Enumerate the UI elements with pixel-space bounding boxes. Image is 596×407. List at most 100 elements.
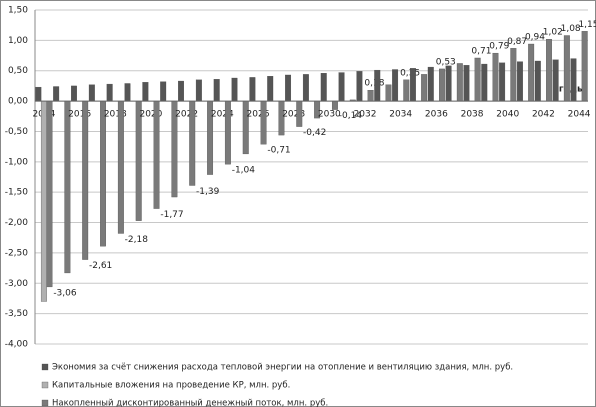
bar (331, 100, 338, 110)
data-label: -1,77 (160, 210, 183, 220)
bar (403, 79, 410, 102)
bar (492, 52, 499, 102)
bar (338, 72, 345, 102)
bar (189, 100, 196, 186)
x-tick-label: 2034 (389, 110, 412, 120)
bar (160, 81, 167, 102)
data-label: 1,15 (578, 20, 596, 30)
bar (267, 76, 274, 102)
data-label: 0,53 (436, 57, 456, 67)
data-label: -3,06 (53, 288, 77, 298)
x-tick-label: 2044 (568, 110, 591, 120)
bar (546, 38, 552, 102)
data-label: -2,18 (125, 235, 149, 245)
y-tick-label: -3,50 (5, 309, 29, 319)
data-label: 0,87 (507, 37, 527, 47)
bar (570, 58, 577, 102)
bar (249, 77, 256, 102)
bar (374, 69, 381, 102)
bar (64, 100, 71, 274)
bar (563, 35, 570, 102)
bar (456, 63, 463, 102)
bar (320, 73, 327, 102)
bar (53, 86, 60, 102)
bar (82, 100, 89, 260)
legend-marker (41, 381, 49, 389)
bar (46, 100, 53, 288)
data-label: 1,02 (543, 28, 563, 38)
x-tick-label: 2038 (461, 110, 484, 120)
x-tick-label: 2016 (68, 110, 91, 120)
bar (510, 48, 517, 102)
x-tick-label: 2028 (282, 110, 305, 120)
bar (367, 90, 374, 102)
legend-marker (41, 363, 49, 371)
x-tick-label: 2024 (211, 110, 234, 120)
data-label: -1,04 (232, 166, 256, 176)
bar (35, 86, 42, 102)
bar (285, 74, 292, 102)
bar (71, 85, 77, 102)
bar (117, 100, 124, 234)
bar (528, 43, 535, 102)
bar (153, 100, 160, 209)
legend-label: Экономия за счёт снижения расхода теплов… (52, 363, 513, 373)
legend-label: Накопленный дисконтированный денежный по… (52, 399, 328, 407)
y-tick-label: -2,50 (5, 248, 29, 258)
bar (474, 57, 481, 102)
y-tick-label: 0,50 (8, 66, 28, 76)
y-tick-label: -3,00 (5, 279, 29, 289)
bar (40, 100, 47, 302)
data-label: -0,71 (267, 146, 290, 156)
bar (356, 71, 363, 102)
bar (231, 77, 238, 102)
data-label: -1,39 (196, 187, 220, 197)
bar (534, 60, 541, 102)
x-tick-label: 2042 (532, 110, 555, 120)
bar (142, 82, 149, 102)
y-tick-label: -0,50 (5, 127, 29, 137)
bar (392, 69, 399, 102)
bar (439, 68, 445, 102)
x-tick-label: 2036 (425, 110, 448, 120)
bar (463, 65, 470, 102)
bar (481, 63, 488, 102)
y-tick-label: 1,00 (8, 36, 28, 46)
y-tick-label: 0,00 (8, 97, 28, 107)
data-label: 0,71 (471, 46, 491, 56)
bar (178, 80, 184, 102)
x-tick-label: 2032 (354, 110, 377, 120)
x-tick-label: 2030 (318, 110, 341, 120)
bar (581, 31, 588, 102)
bar (296, 100, 303, 127)
bar (409, 68, 416, 102)
bar (100, 100, 106, 247)
x-tick-label: 2026 (247, 110, 270, 120)
x-tick-label: 2018 (104, 110, 127, 120)
bar (499, 62, 506, 102)
data-label: -0,14 (339, 111, 363, 121)
bar (224, 100, 231, 165)
bar (88, 84, 95, 102)
bar (421, 74, 428, 102)
y-tick-label: -1,50 (5, 188, 29, 198)
x-tick-label: 2022 (175, 110, 198, 120)
bar (517, 61, 523, 102)
bar (195, 79, 202, 102)
x-tick-label: 2040 (496, 110, 519, 120)
bar (124, 83, 131, 102)
bar (106, 83, 113, 102)
bar (385, 84, 392, 102)
y-tick-label: -1,00 (5, 157, 29, 167)
bar (213, 79, 220, 102)
x-tick-label: 2020 (139, 110, 162, 120)
data-label: 1,08 (561, 24, 581, 34)
data-label: -2,61 (89, 261, 112, 271)
bar (260, 100, 267, 145)
bar (302, 74, 309, 102)
data-label: 0,79 (489, 42, 509, 52)
legend-label: Капитальные вложения на проведение КР, м… (52, 381, 290, 391)
data-label: -0,42 (303, 128, 326, 138)
